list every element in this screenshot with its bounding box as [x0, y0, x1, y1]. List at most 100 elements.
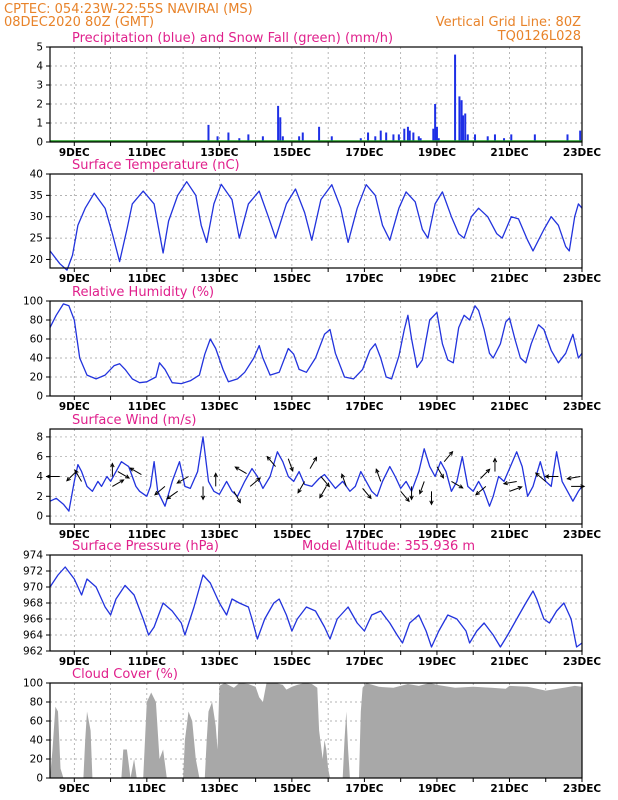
wind-x-tick-label: 19DEC: [418, 529, 457, 541]
precip-bar: [247, 134, 250, 142]
rh-x-tick-label: 17DEC: [345, 401, 384, 413]
header-location: CPTEC: 054:23W-22:55S NAVIRAI (MS): [4, 2, 253, 17]
temp-x-tick-label: 17DEC: [345, 273, 384, 285]
wind-arrow: [534, 472, 547, 482]
wind-arrow: [544, 474, 559, 479]
precip-bar: [261, 136, 264, 142]
precip-bar: [460, 100, 463, 142]
precip-bar: [579, 130, 582, 142]
rh-x-tick-label: 23DEC: [563, 401, 602, 413]
wind-x-tick-label: 23DEC: [563, 529, 602, 541]
pres-title: Surface Pressure (hPa): [72, 539, 219, 554]
wind-arrow: [362, 488, 372, 500]
precip-bar: [417, 136, 420, 142]
precip-bar: [434, 104, 437, 142]
wind-arrow: [266, 455, 276, 467]
pres-x-tick-label: 13DEC: [200, 656, 239, 668]
panels: 0 1 2 3 4 5 9DEC 11DEC 13DEC 15DEC 17DEC 19DEC 21DEC…: [23, 31, 601, 795]
wind-arrow: [451, 481, 464, 489]
rh-y-tick-label: 20: [30, 372, 43, 384]
cloud-y-tick-label: 40: [30, 735, 43, 747]
temp-line: [49, 181, 583, 271]
header-vertical-grid: Vertical Grid Line: 80Z: [436, 15, 581, 30]
precip-bar: [403, 128, 406, 142]
wind-y-tick-label: 2: [36, 491, 43, 503]
precip-bar: [466, 134, 469, 142]
pres-x-tick-label: 17DEC: [345, 656, 384, 668]
temp-x-tick-label: 9DEC: [59, 273, 90, 285]
temp-x-tick-label: 23DEC: [563, 273, 602, 285]
precip-y-tick-label: 1: [36, 118, 43, 130]
precip-x-tick-label: 19DEC: [418, 147, 457, 159]
precip-plot-area: [50, 47, 582, 142]
precip-x-tick-label: 23DEC: [563, 147, 602, 159]
precip-bar: [510, 134, 513, 142]
precip-panel: 0 1 2 3 4 5 9DEC 11DEC 13DEC 15DEC 17DEC 19DEC 21DEC…: [36, 31, 601, 159]
pres-y-tick-label: 962: [23, 646, 43, 658]
precip-bar: [474, 134, 477, 142]
precip-bar: [279, 117, 282, 142]
precip-bar: [277, 105, 280, 142]
precip-bar: [412, 132, 415, 142]
precip-bar: [374, 136, 377, 142]
pres-x-tick-label: 23DEC: [563, 656, 602, 668]
precip-bar: [437, 138, 440, 142]
precip-frame: [49, 46, 583, 143]
cloud-y-tick-label: 100: [23, 678, 43, 690]
precip-bar: [503, 138, 506, 142]
temp-y-tick-label: 25: [30, 233, 43, 245]
precip-x-tick-label: 17DEC: [345, 147, 384, 159]
temp-y-tick-label: 30: [30, 211, 43, 223]
wind-arrow: [233, 491, 241, 504]
rh-panel: 0 20 40 60 80 100 9DEC 11DEC 13DEC 15DEC 17DEC 19DE…: [23, 285, 601, 413]
cloud-panel: 0 20 40 60 80 100 9DEC 11DEC 13DEC 15DEC 17DEC 19DE…: [23, 667, 601, 795]
temp-panel: 20 25 30 35 40 9DEC 11DEC 13DEC 15DEC 17DEC 19DEC 2…: [30, 158, 602, 285]
wind-arrow: [66, 471, 77, 482]
precip-bar: [216, 136, 219, 142]
pres-x-tick-label: 11DEC: [128, 656, 167, 668]
precip-bar: [227, 132, 230, 142]
cloud-cover-area: [50, 683, 582, 778]
precip-title: Precipitation (blue) and Snow Fall (gree…: [72, 31, 393, 46]
precip-y-tick-label: 4: [36, 61, 43, 73]
wind-arrow: [234, 466, 247, 474]
wind-arrow: [74, 469, 82, 482]
rh-y-tick-label: 80: [30, 315, 43, 327]
wind-arrow: [112, 479, 125, 487]
precip-bar: [385, 132, 388, 142]
precip-y-tick-label: 0: [36, 137, 43, 149]
cloud-x-tick-label: 15DEC: [273, 783, 312, 795]
wind-arrow: [309, 456, 318, 469]
rh-x-tick-label: 11DEC: [128, 401, 167, 413]
wind-x-tick-label: 9DEC: [59, 529, 90, 541]
pres-y-tick-label: 972: [23, 566, 43, 578]
pres-y-tick-label: 966: [23, 614, 43, 626]
precip-bar: [462, 115, 465, 142]
wind-y-tick-label: 6: [36, 451, 43, 463]
header-start-time: 08DEC2020 80Z (GMT): [4, 15, 154, 30]
wind-x-tick-label: 17DEC: [345, 529, 384, 541]
wind-x-tick-label: 21DEC: [490, 529, 529, 541]
precip-y-tick-label: 5: [36, 42, 43, 54]
wind-arrow: [297, 481, 306, 494]
precip-bar: [281, 136, 284, 142]
precip-x-tick-label: 11DEC: [128, 147, 167, 159]
rh-frame: [49, 300, 583, 397]
precip-bar: [397, 134, 400, 142]
wind-arrow: [166, 490, 178, 500]
wind-arrow: [200, 486, 206, 501]
precip-bar: [318, 126, 321, 142]
precip-bar: [379, 130, 382, 142]
precip-bar: [493, 134, 496, 142]
precip-bar: [419, 138, 422, 142]
pres-y-tick-label: 970: [23, 582, 43, 594]
header-grid-id: TQ0126L028: [497, 29, 581, 44]
wind-arrow: [249, 477, 262, 487]
cloud-title: Cloud Cover (%): [72, 667, 178, 682]
pres-x-tick-label: 21DEC: [490, 656, 529, 668]
precip-bar: [359, 138, 362, 142]
temp-y-tick-label: 20: [30, 254, 43, 266]
wind-arrow: [480, 468, 491, 479]
wind-arrow: [319, 486, 327, 499]
cloud-y-tick-label: 0: [36, 773, 43, 785]
